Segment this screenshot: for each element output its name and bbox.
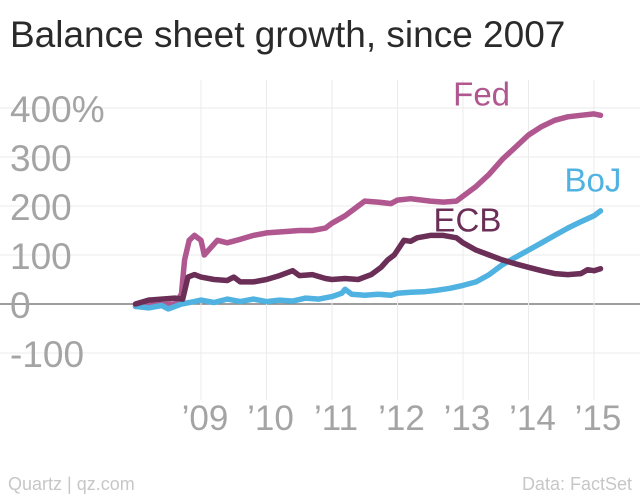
x-tick-label: ’09 xyxy=(182,399,229,438)
y-tick-label: -100 xyxy=(10,334,84,375)
x-tick-label: ’15 xyxy=(575,399,622,438)
x-tick-label: ’10 xyxy=(247,399,294,438)
x-axis-ticks: ’09 ’10 ’11 ’12 ’13 ’14 ’15 xyxy=(182,399,622,438)
chart-title: Balance sheet growth, since 2007 xyxy=(10,14,566,55)
series-lines xyxy=(132,111,604,312)
x-tick-label: ’14 xyxy=(509,399,556,438)
x-tick-label: ’13 xyxy=(444,399,491,438)
series-label-ecb: ECB xyxy=(434,201,502,238)
series-labels: Fed BoJ ECB xyxy=(434,76,622,239)
y-axis-ticks: 400% 300 200 100 0 -100 xyxy=(10,89,105,375)
y-tick-label: 300 xyxy=(10,138,72,179)
x-tick-label: ’11 xyxy=(314,399,358,438)
y-tick-label: 200 xyxy=(10,187,72,228)
x-tick-label: ’12 xyxy=(378,399,425,438)
data-source: Data: FactSet xyxy=(521,474,632,494)
series-label-boj: BoJ xyxy=(565,161,622,198)
y-tick-label: 100 xyxy=(10,236,72,277)
y-tick-label: 400% xyxy=(10,89,105,130)
series-label-fed: Fed xyxy=(453,76,510,113)
series-line-fed xyxy=(132,111,604,310)
y-tick-label: 0 xyxy=(10,285,31,326)
series-line-ecb xyxy=(132,232,604,307)
series-line-boj xyxy=(132,208,604,312)
source-credit: Quartz | qz.com xyxy=(8,474,135,494)
